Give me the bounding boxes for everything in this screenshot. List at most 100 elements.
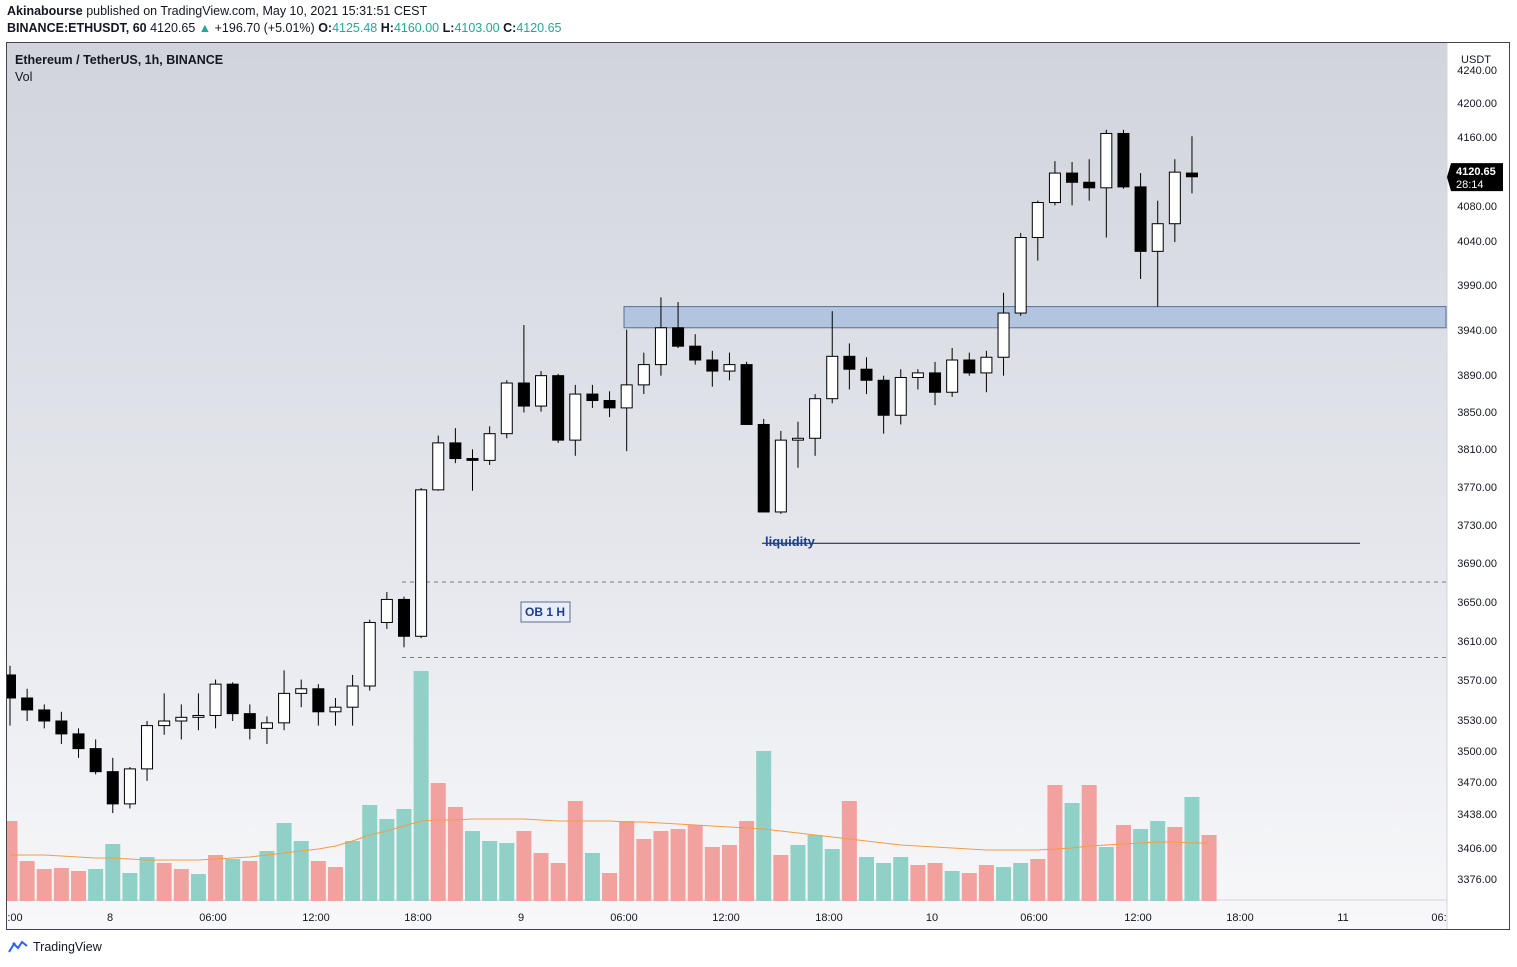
- volume-bar: [841, 801, 857, 901]
- candle-down: [397, 598, 410, 637]
- candle-down: [1066, 172, 1079, 183]
- candle-down: [517, 382, 530, 407]
- candlestick-chart[interactable]: 4240.00 4200.00 4160.00 4080.00 4040.00 3990.…: [7, 43, 1510, 930]
- volume-bar: [619, 821, 635, 901]
- price-tick-label: 3470.00: [1457, 777, 1497, 789]
- price-tick-label: 3890.00: [1457, 370, 1497, 382]
- candle-up: [535, 375, 548, 407]
- price-change: +196.70 (+5.01%): [214, 21, 315, 35]
- volume-bar: [447, 807, 463, 901]
- candle-down: [243, 713, 256, 729]
- candle-down: [603, 400, 616, 409]
- candle-up: [1048, 172, 1061, 204]
- candle-up: [141, 725, 154, 770]
- candle-up: [774, 439, 787, 513]
- volume-bar: [927, 863, 943, 901]
- footer-brand[interactable]: TradingView: [8, 940, 102, 954]
- author-name[interactable]: Akinabourse: [7, 4, 83, 18]
- candle-up: [432, 442, 445, 491]
- volume-bar: [310, 861, 326, 901]
- volume-legend: Vol: [15, 70, 33, 84]
- candle-down: [7, 674, 16, 699]
- time-tick-label: 10: [926, 912, 938, 924]
- symbol-info: BINANCE:ETHUSDT, 60 4120.65 ▲ +196.70 (+…: [7, 21, 562, 35]
- volume-bar: [1201, 835, 1217, 901]
- volume-bar: [670, 829, 686, 901]
- volume-bar: [704, 847, 720, 901]
- candle-down: [860, 368, 873, 381]
- price-tick-label: 3438.00: [1457, 809, 1497, 821]
- volume-bar: [944, 871, 960, 901]
- volume-bar: [961, 873, 977, 901]
- time-tick-label: 18:00: [815, 912, 843, 924]
- volume-bar: [602, 873, 618, 901]
- open-value: 4125.48: [332, 21, 378, 35]
- ob-label-box: [520, 601, 571, 623]
- volume-bar: [910, 865, 926, 901]
- candle-down: [963, 359, 976, 374]
- volume-bar: [1115, 825, 1131, 901]
- liquidity-label: liquidity: [765, 534, 816, 549]
- candle-up: [278, 692, 291, 724]
- candle-down: [55, 720, 68, 735]
- volume-bar: [7, 821, 18, 901]
- candle-up: [363, 621, 376, 687]
- time-tick-label: 18:00: [1226, 912, 1254, 924]
- supply-zone-box: [623, 306, 1447, 329]
- current-price-value: 4120.65: [1456, 166, 1496, 178]
- candle-up: [809, 398, 822, 439]
- candle-up: [209, 683, 222, 716]
- price-tick-label: 3940.00: [1457, 325, 1497, 337]
- price-tick-label: 3850.00: [1457, 407, 1497, 419]
- candle-up: [894, 377, 907, 416]
- volume-bar: [139, 857, 155, 901]
- volume-bar: [1047, 785, 1063, 901]
- candle-up: [483, 433, 496, 461]
- price-tick-label: 3530.00: [1457, 715, 1497, 727]
- volume-bar: [1184, 797, 1200, 901]
- candle-down: [226, 683, 239, 715]
- price-tick-label: 4160.00: [1457, 132, 1497, 144]
- volume-bar: [71, 871, 87, 901]
- time-tick-label: 8: [107, 912, 113, 924]
- price-tick-label: 3990.00: [1457, 280, 1497, 292]
- volume-bar: [978, 865, 994, 901]
- volume-bar: [893, 857, 909, 901]
- price-tick-label: 3650.00: [1457, 597, 1497, 609]
- volume-bar: [653, 831, 669, 901]
- volume-bar: [413, 671, 429, 901]
- volume-bar: [327, 867, 343, 901]
- candle-down: [757, 423, 770, 513]
- price-tick-label: 4040.00: [1457, 236, 1497, 248]
- volume-bar: [756, 751, 772, 901]
- candle-up: [1031, 202, 1044, 239]
- price-tick-label: 3690.00: [1457, 558, 1497, 570]
- candle-down: [689, 345, 702, 361]
- symbol-name: BINANCE:ETHUSDT, 60: [7, 21, 147, 35]
- volume-bar: [482, 841, 498, 901]
- volume-bar: [259, 851, 275, 901]
- candle-down: [1117, 132, 1130, 188]
- close-value: 4120.65: [516, 21, 562, 35]
- time-tick-label: 06:00: [199, 912, 227, 924]
- price-tick-label: 3610.00: [1457, 636, 1497, 648]
- candle-up: [1168, 171, 1181, 225]
- volume-bar: [293, 841, 309, 901]
- low-label: L:: [442, 21, 455, 35]
- volume-bar: [156, 863, 172, 901]
- volume-bar: [1013, 863, 1029, 901]
- candle-up: [1014, 237, 1027, 314]
- candle-up: [158, 720, 171, 727]
- time-tick-label: 12:00: [712, 912, 740, 924]
- volume-bar: [19, 861, 35, 901]
- volume-bar: [859, 857, 874, 901]
- candle-up: [123, 768, 136, 805]
- candle-down: [843, 355, 856, 370]
- candle-up: [1151, 223, 1164, 252]
- candle-up: [380, 598, 393, 623]
- volume-bar: [53, 868, 69, 901]
- candle-up: [295, 688, 308, 694]
- candle-down: [1083, 181, 1096, 189]
- candle-down: [877, 379, 890, 416]
- chart-frame[interactable]: 4240.00 4200.00 4160.00 4080.00 4040.00 3990.…: [6, 42, 1510, 930]
